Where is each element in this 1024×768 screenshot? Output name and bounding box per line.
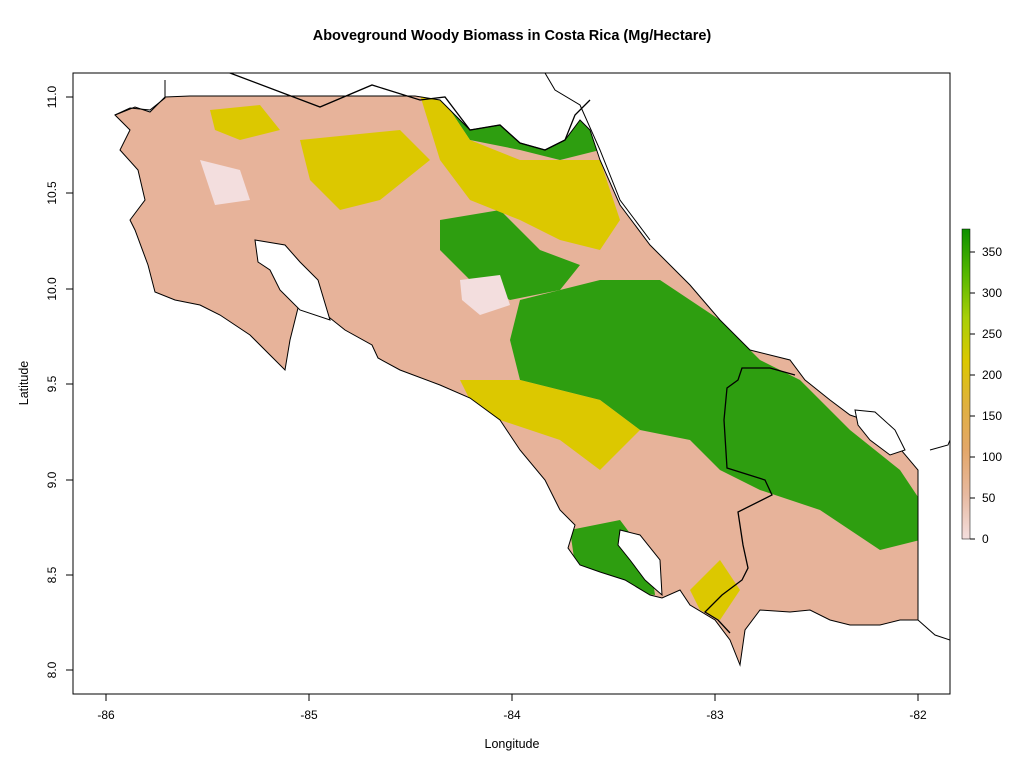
panama-border (703, 367, 796, 634)
biomass-zone-low (200, 160, 250, 205)
biomass-zone-high (440, 210, 580, 300)
coastline (114, 95, 919, 667)
neighbor-coast (544, 73, 651, 241)
y-axis: 8.0 8.5 9.0 9.5 10.0 10.5 11.0 (45, 85, 74, 678)
y-tick-label: 10.5 (45, 181, 59, 205)
golfo-dulce (617, 529, 663, 597)
map-title: Aboveground Woody Biomass in Costa Rica … (312, 28, 712, 44)
x-axis-label: Longitude (484, 737, 540, 751)
y-tick-label: 11.0 (45, 85, 59, 108)
chiriqui-lagoon (854, 409, 906, 456)
y-tick-label: 9.5 (45, 375, 59, 392)
legend-tick-label: 350 (982, 245, 1002, 259)
y-tick-label: 8.0 (45, 661, 59, 678)
legend-colorbar: 0 50 100 150 200 250 300 350 (961, 228, 1002, 546)
legend-tick-label: 200 (982, 368, 1002, 382)
neighbor-coast (917, 619, 950, 641)
gulf-of-nicoya (254, 239, 331, 321)
biomass-zone-mid (210, 105, 280, 140)
biomass-zone-mid (690, 560, 740, 620)
x-axis: -86 -85 -84 -83 -82 (97, 693, 927, 722)
legend-tick-label: 250 (982, 327, 1002, 341)
legend-tick-label: 100 (982, 450, 1002, 464)
biomass-zone-mid (420, 96, 620, 250)
y-tick-label: 8.5 (45, 566, 59, 583)
legend-gradient (961, 228, 971, 540)
neighbor-coast (114, 80, 166, 116)
biomass-zone-high (510, 280, 918, 550)
neighbor-coast (929, 439, 950, 451)
x-tick-label: -83 (706, 708, 724, 722)
map-area (114, 73, 950, 667)
biomass-zone-low (460, 275, 510, 315)
y-tick-label: 9.0 (45, 471, 59, 488)
legend-tick-label: 150 (982, 409, 1002, 423)
x-tick-label: -84 (503, 708, 521, 722)
legend-tick-label: 0 (982, 532, 989, 546)
legend-tick-label: 50 (982, 491, 996, 505)
legend-tick-label: 300 (982, 286, 1002, 300)
x-tick-label: -86 (97, 708, 115, 722)
x-tick-label: -85 (300, 708, 318, 722)
biomass-zone-mid (460, 380, 640, 470)
nicaragua-border (165, 73, 591, 151)
biomass-zone-mid (300, 130, 430, 210)
y-tick-label: 10.0 (45, 277, 59, 301)
x-tick-label: -82 (909, 708, 927, 722)
